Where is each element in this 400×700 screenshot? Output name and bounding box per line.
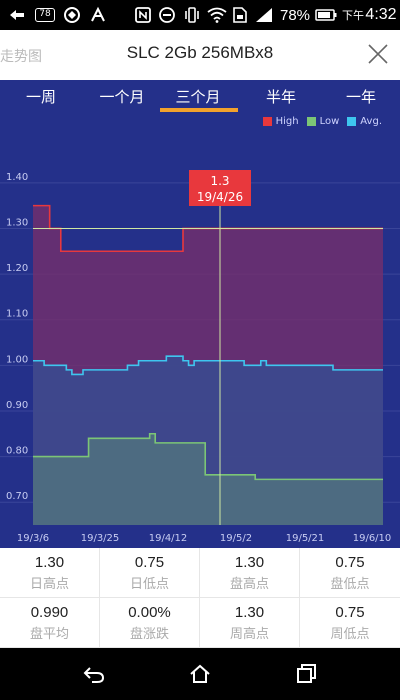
y-tick-label: 0.90 — [6, 400, 28, 411]
stat-value: 1.30 — [234, 604, 265, 621]
app-icon — [88, 5, 108, 25]
stat-label: 盘低点 — [330, 577, 370, 592]
stat-week-high: 1.30 周高点 — [200, 598, 300, 648]
trend-chart-label: 走势图 — [0, 49, 42, 65]
y-tick-label: 0.80 — [6, 446, 28, 457]
stat-market-high: 1.30 盘高点 — [200, 548, 300, 598]
nfc-icon — [134, 5, 152, 25]
avg-line — [33, 355, 383, 376]
legend-label-high: High — [275, 116, 299, 127]
stat-value: 1.30 — [34, 554, 65, 571]
stat-label: 日低点 — [129, 577, 169, 592]
dnd-icon — [158, 5, 176, 25]
page-title: SLC 2Gb 256MBx8 — [126, 43, 274, 62]
stat-label: 日高点 — [29, 577, 69, 592]
close-icon — [368, 44, 388, 64]
stat-day-high: 1.30 日高点 — [0, 548, 100, 598]
app-icon — [62, 5, 82, 25]
wifi-icon — [206, 5, 228, 25]
x-tick-label: 19/6/10 — [353, 533, 392, 544]
system-nav-bar — [0, 648, 400, 700]
stat-label: 周高点 — [229, 627, 269, 642]
usb-icon — [8, 5, 26, 25]
y-tick-label: 1.30 — [6, 217, 28, 228]
vibrate-icon — [182, 5, 202, 25]
stat-day-low: 0.75 日低点 — [100, 548, 200, 598]
status-bar: 78 78% 下午 4:32 — [0, 0, 400, 30]
stat-value: 0.00% — [128, 604, 171, 621]
stat-value: 0.990 — [30, 604, 69, 621]
active-tab-indicator — [160, 108, 238, 112]
battery-icon — [314, 5, 338, 25]
y-tick-label: 1.20 — [6, 263, 28, 274]
home-icon — [190, 664, 210, 683]
tab-one-year[interactable]: 一年 — [345, 88, 376, 106]
stat-value: 0.75 — [335, 604, 365, 621]
chart-panel: 一周 一个月 三个月 半年 一年 High Low Avg. 0.70 0.80 0… — [0, 80, 400, 548]
y-tick-label: 0.70 — [6, 491, 28, 502]
signal-icon — [254, 5, 274, 25]
stat-market-average: 0.990 盘平均 — [0, 598, 100, 648]
tooltip-date: 19/4/26 — [197, 190, 243, 204]
stat-value: 0.75 — [134, 554, 165, 571]
tab-three-months[interactable]: 三个月 — [175, 88, 221, 106]
title-bar: 走势图 SLC 2Gb 256MBx8 — [0, 30, 400, 80]
tab-week[interactable]: 一周 — [25, 88, 56, 106]
chart-legend: High Low Avg. — [255, 116, 382, 127]
price-chart[interactable]: 0.70 0.80 0.90 1.00 1.10 1.20 1.30 1.40 1.3 19/4/… — [0, 80, 400, 548]
tooltip-value: 1.3 — [210, 174, 229, 188]
legend-item-avg: Avg. — [347, 116, 382, 127]
y-tick-label: 1.40 — [6, 172, 28, 183]
legend-label-low: Low — [319, 116, 340, 127]
y-tick-label: 1.00 — [6, 354, 28, 365]
recent-apps-icon — [297, 664, 316, 683]
low-line — [33, 432, 383, 481]
low-area — [33, 433, 383, 525]
x-tick-label: 19/5/21 — [286, 533, 325, 544]
notification-badge-icon: 78 — [34, 5, 56, 25]
stat-market-change: 0.00% 盘涨跌 — [100, 598, 200, 648]
legend-swatch-low — [306, 117, 316, 126]
stat-value: 0.75 — [335, 554, 365, 571]
stat-label: 周低点 — [330, 627, 370, 642]
legend-swatch-avg — [347, 117, 357, 126]
back-button[interactable] — [82, 662, 106, 686]
home-button[interactable] — [188, 662, 212, 686]
stat-week-low: 0.75 周低点 — [300, 598, 400, 648]
x-tick-label: 19/4/12 — [149, 533, 188, 544]
stat-label: 盘高点 — [229, 577, 269, 592]
battery-percent: 78% — [279, 6, 311, 24]
x-tick-label: 19/5/2 — [220, 533, 252, 544]
close-button[interactable] — [366, 42, 390, 66]
clock: 4:32 — [365, 6, 397, 23]
stat-market-low: 0.75 盘低点 — [300, 548, 400, 598]
tab-one-month[interactable]: 一个月 — [99, 88, 145, 106]
tab-half-year[interactable]: 半年 — [265, 88, 296, 106]
x-tick-label: 19/3/6 — [17, 533, 49, 544]
ampm-label: 下午 — [342, 9, 364, 22]
stat-label: 盘涨跌 — [129, 627, 169, 642]
back-icon — [83, 667, 105, 683]
recent-apps-button[interactable] — [294, 662, 318, 686]
stats-grid: 1.30 日高点 0.75 日低点 1.30 盘高点 0.75 盘低点 0.990 盘平均… — [0, 548, 400, 648]
y-tick-label: 1.10 — [6, 309, 28, 320]
legend-swatch-high — [262, 117, 272, 126]
legend-item-low: Low — [306, 116, 340, 127]
stat-value: 1.30 — [234, 554, 265, 571]
sim-icon — [232, 5, 248, 25]
stat-label: 盘平均 — [29, 627, 69, 642]
legend-label-avg: Avg. — [360, 116, 382, 127]
legend-item-high: High — [262, 116, 299, 127]
x-tick-label: 19/3/25 — [81, 533, 120, 544]
crosshair-tooltip — [189, 170, 251, 206]
